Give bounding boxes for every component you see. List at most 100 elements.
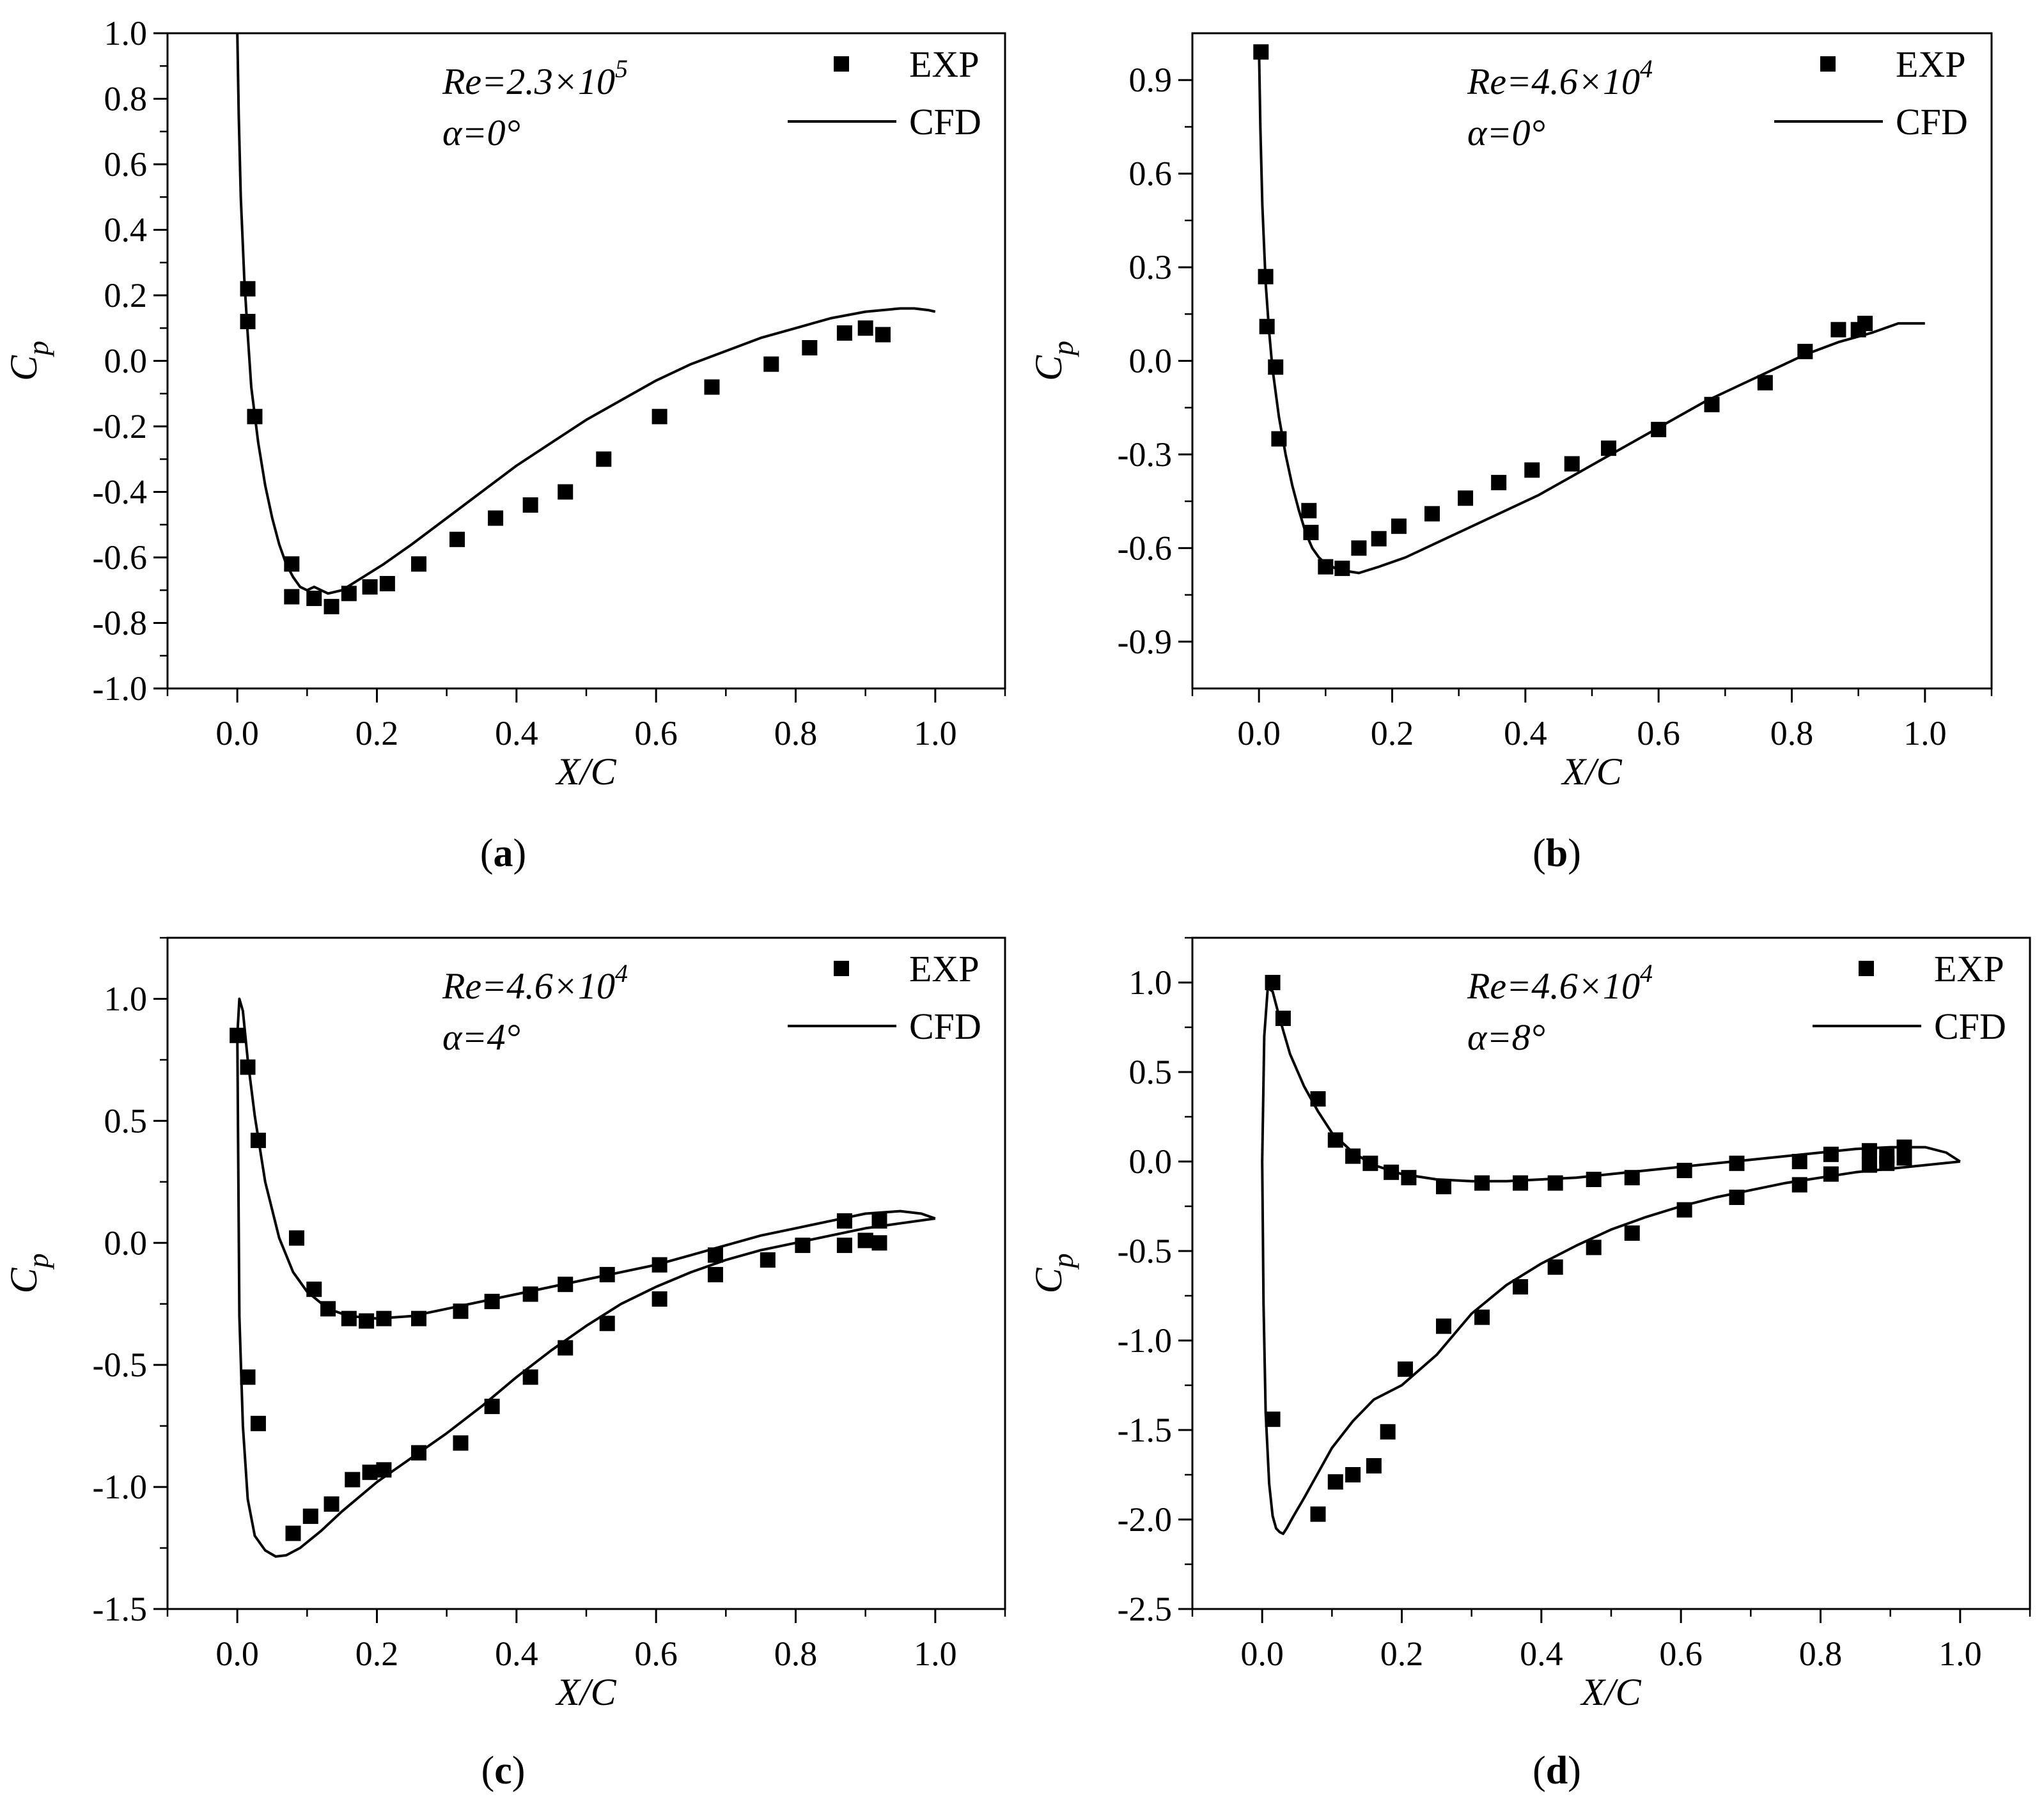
exp-point bbox=[250, 1415, 266, 1431]
exp-point bbox=[1491, 474, 1507, 490]
exp-point bbox=[1436, 1179, 1451, 1195]
x-tick-label: 0.2 bbox=[1380, 1635, 1424, 1673]
exp-point bbox=[1823, 1146, 1839, 1162]
x-tick-label: 0.8 bbox=[1770, 714, 1814, 752]
exp-point bbox=[1401, 1170, 1417, 1186]
exp-point bbox=[1259, 318, 1275, 334]
exp-point bbox=[558, 484, 573, 500]
exp-point bbox=[871, 1235, 887, 1251]
y-tick-label: -1.5 bbox=[93, 1590, 147, 1628]
exp-point bbox=[302, 1508, 318, 1524]
legend-cfd-label: CFD bbox=[909, 101, 981, 143]
exp-point bbox=[1458, 490, 1474, 506]
y-tick-label: -2.0 bbox=[1118, 1500, 1172, 1539]
exp-point bbox=[449, 531, 465, 547]
y-tick-label: 0.0 bbox=[1129, 1142, 1173, 1181]
exp-point bbox=[1474, 1175, 1490, 1191]
y-axis-title-main: C bbox=[1027, 355, 1070, 381]
alpha-annotation: α=8° bbox=[1467, 1016, 1545, 1058]
x-tick-label: 1.0 bbox=[1903, 714, 1947, 752]
exp-point bbox=[558, 1340, 573, 1356]
reynolds-annotation: Re=4.6×104 bbox=[1467, 54, 1653, 102]
y-tick-label: -0.2 bbox=[93, 407, 147, 446]
exp-point bbox=[707, 1266, 723, 1282]
reynolds-exponent: 4 bbox=[615, 959, 628, 988]
reynolds-annotation: Re=2.3×105 bbox=[442, 54, 628, 102]
caption-paren-close: ) bbox=[1568, 1749, 1581, 1792]
y-axis-title: Cp bbox=[1027, 1253, 1079, 1293]
alpha-annotation: α=4° bbox=[442, 1016, 520, 1058]
exp-point bbox=[704, 379, 720, 395]
exp-point bbox=[857, 1232, 873, 1248]
exp-point bbox=[857, 320, 873, 336]
caption-paren-close: ) bbox=[513, 832, 527, 875]
legend-exp-label: EXP bbox=[1896, 43, 1966, 85]
legend-exp-label: EXP bbox=[1934, 948, 2004, 990]
exp-point bbox=[1327, 1474, 1343, 1490]
reynolds-base: Re=2.3×10 bbox=[442, 61, 615, 102]
exp-point bbox=[763, 356, 779, 372]
y-tick-label: -0.4 bbox=[93, 473, 147, 511]
exp-point bbox=[1830, 322, 1846, 338]
x-tick-label: 0.8 bbox=[774, 1635, 818, 1673]
exp-point bbox=[1513, 1279, 1529, 1294]
cfd-line bbox=[236, 997, 936, 1320]
y-axis-title-sub: p bbox=[22, 341, 54, 357]
exp-point bbox=[288, 1230, 304, 1246]
y-tick-label: -0.5 bbox=[93, 1346, 147, 1384]
legend-cfd-label: CFD bbox=[909, 1006, 981, 1047]
caption-paren-open: ( bbox=[481, 1749, 495, 1792]
exp-point bbox=[411, 556, 426, 572]
y-axis-title: Cp bbox=[3, 1253, 54, 1293]
caption-paren-open: ( bbox=[1533, 1749, 1546, 1792]
exp-point bbox=[453, 1435, 469, 1451]
exp-point bbox=[324, 1496, 339, 1512]
y-axis-title-main: C bbox=[3, 355, 45, 381]
caption-letter: c bbox=[494, 1749, 512, 1792]
x-tick-label: 0.0 bbox=[1240, 1635, 1284, 1673]
chart-panel-d: 0.0 0.2 0.4 0.6 0.8 1.0 1.0 0.5 0.0 -0.5 -1.0 -1.5 -… bbox=[1027, 937, 2031, 1792]
reynolds-exponent: 4 bbox=[1640, 54, 1653, 83]
exp-point bbox=[651, 1291, 667, 1307]
cfd-line bbox=[236, 33, 936, 595]
exp-point bbox=[1380, 1424, 1396, 1440]
exp-point bbox=[1424, 506, 1440, 522]
exp-point bbox=[1371, 531, 1387, 547]
caption-paren-close: ) bbox=[512, 1749, 526, 1792]
y-tick-label: -0.9 bbox=[1118, 623, 1172, 661]
legend-exp-marker bbox=[834, 961, 849, 976]
legend-exp-marker bbox=[1859, 961, 1874, 976]
caption-paren-open: ( bbox=[1533, 832, 1546, 875]
exp-point bbox=[359, 1313, 375, 1329]
exp-point bbox=[1345, 1467, 1361, 1482]
x-axis-title: X/C bbox=[555, 1671, 616, 1713]
y-axis-title-sub: p bbox=[1047, 1253, 1079, 1270]
exp-point bbox=[1474, 1309, 1490, 1325]
reynolds-annotation: Re=4.6×104 bbox=[442, 959, 628, 1007]
caption-letter: d bbox=[1546, 1749, 1568, 1792]
reynolds-base: Re=4.6×10 bbox=[1467, 61, 1640, 102]
exp-point bbox=[836, 1213, 852, 1229]
y-tick-label: 0.0 bbox=[1129, 342, 1173, 380]
exp-point bbox=[1253, 44, 1269, 60]
x-tick-label: 0.8 bbox=[774, 714, 818, 752]
exp-point bbox=[240, 281, 256, 297]
y-axis-title: Cp bbox=[3, 341, 54, 381]
y-tick-label: 1.0 bbox=[1129, 963, 1173, 1002]
exp-point bbox=[1301, 502, 1317, 518]
reynolds-base: Re=4.6×10 bbox=[442, 965, 615, 1007]
cfd-line bbox=[1258, 49, 1925, 575]
y-tick-label: 0.3 bbox=[1129, 248, 1173, 286]
x-tick-label: 0.6 bbox=[1659, 1635, 1703, 1673]
y-axis-title-sub: p bbox=[22, 1253, 54, 1270]
x-tick-label: 0.4 bbox=[495, 1635, 538, 1673]
exp-point bbox=[1524, 462, 1540, 478]
cfd-line bbox=[1261, 986, 1961, 1183]
chart-panel-a: 0.0 0.2 0.4 0.6 0.8 1.0 1.0 0.8 0.6 0.4 0.2 0.0 -0.2… bbox=[3, 14, 1006, 875]
exp-point bbox=[1586, 1240, 1602, 1255]
exp-point bbox=[488, 510, 504, 526]
exp-point bbox=[836, 325, 852, 341]
exp-point bbox=[379, 576, 395, 591]
y-tick-label: -1.0 bbox=[93, 669, 147, 708]
y-axis-title-main: C bbox=[1027, 1268, 1070, 1294]
